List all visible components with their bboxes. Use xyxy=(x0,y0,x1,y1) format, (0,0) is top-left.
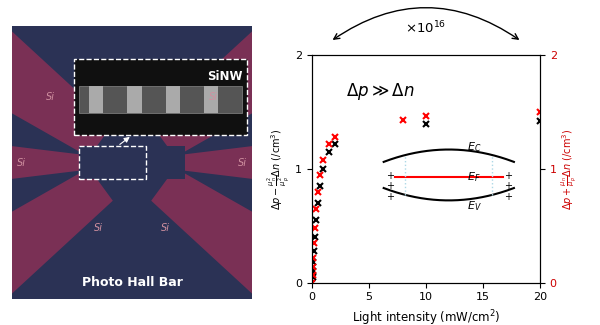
FancyBboxPatch shape xyxy=(12,26,252,299)
Polygon shape xyxy=(12,146,79,179)
FancyBboxPatch shape xyxy=(166,86,180,113)
FancyBboxPatch shape xyxy=(79,86,242,113)
Text: $\Delta p \gg \Delta n$: $\Delta p \gg \Delta n$ xyxy=(346,81,415,102)
FancyBboxPatch shape xyxy=(79,146,185,179)
FancyBboxPatch shape xyxy=(89,86,103,113)
Y-axis label: $\Delta p - \frac{\mu_n^2}{\mu_p^2}\Delta n$ (/cm$^3$): $\Delta p - \frac{\mu_n^2}{\mu_p^2}\Delt… xyxy=(266,128,292,210)
FancyBboxPatch shape xyxy=(204,86,218,113)
FancyBboxPatch shape xyxy=(74,59,247,135)
Text: $\times 10^{16}$: $\times 10^{16}$ xyxy=(406,20,446,36)
Polygon shape xyxy=(151,168,252,293)
Text: Si: Si xyxy=(238,158,247,167)
Text: Photo Hall Bar: Photo Hall Bar xyxy=(82,276,182,289)
Y-axis label: $\Delta p + \frac{\mu_n}{\mu_p}\Delta n$ (/cm$^3$): $\Delta p + \frac{\mu_n}{\mu_p}\Delta n$… xyxy=(560,128,579,210)
Text: Si: Si xyxy=(94,223,103,233)
Text: Si: Si xyxy=(209,92,218,102)
Polygon shape xyxy=(12,32,113,157)
Polygon shape xyxy=(151,32,252,157)
FancyBboxPatch shape xyxy=(127,86,142,113)
Text: Si: Si xyxy=(46,92,55,102)
X-axis label: Light intensity (mW/cm$^2$): Light intensity (mW/cm$^2$) xyxy=(352,308,500,325)
Text: Si: Si xyxy=(17,158,26,167)
Text: Si: Si xyxy=(161,223,170,233)
Text: SiNW: SiNW xyxy=(207,70,242,83)
Polygon shape xyxy=(185,146,252,179)
Polygon shape xyxy=(12,168,113,293)
